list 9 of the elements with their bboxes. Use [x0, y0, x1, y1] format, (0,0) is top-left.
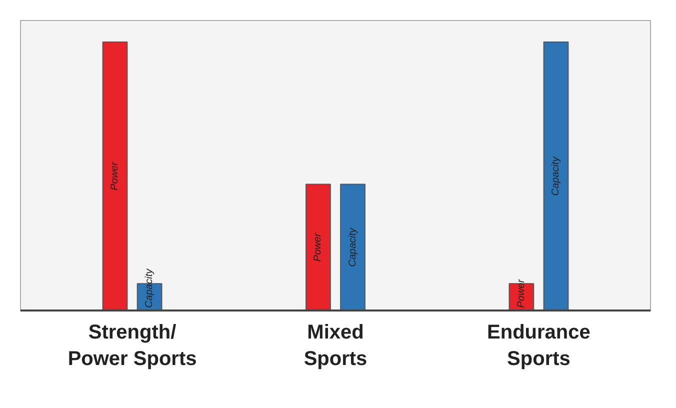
text: Power: [110, 162, 120, 190]
x-tick-label: Endurance Sports: [487, 322, 590, 370]
x-tick-label: Strength/ Power Sports: [68, 322, 197, 370]
series-label: Power: [516, 278, 527, 308]
series-label: Capacity: [144, 268, 156, 308]
text: Capacity: [550, 156, 562, 196]
text: Capacity: [347, 228, 358, 267]
text: Power: [312, 233, 324, 262]
x-tick-label: Mixed Sports: [304, 322, 368, 370]
